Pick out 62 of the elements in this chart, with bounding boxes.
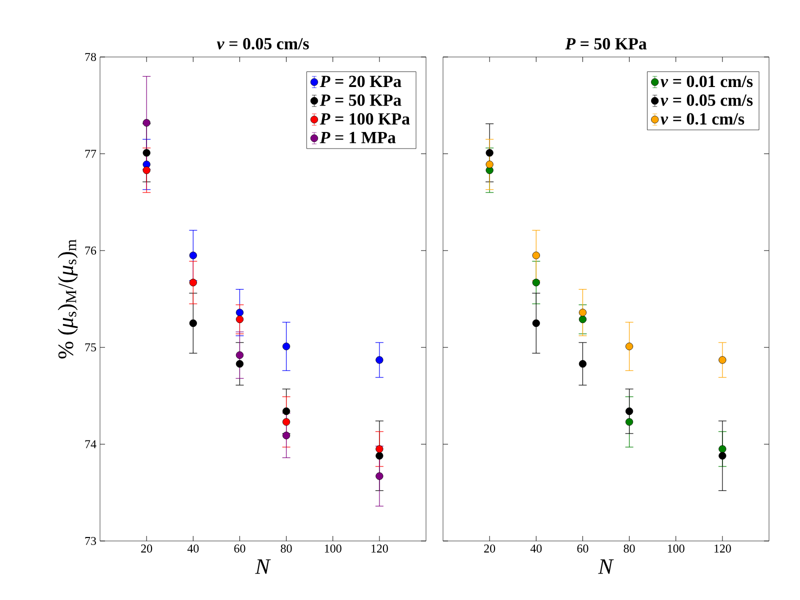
- legend-label: v = 0.05 cm/s: [660, 94, 753, 106]
- point: [282, 432, 290, 440]
- point: [578, 316, 587, 324]
- point: [625, 418, 634, 426]
- legend-label: P = 100 KPa: [320, 113, 410, 125]
- x-axis-title: N: [598, 559, 614, 574]
- point: [142, 119, 150, 127]
- y-tick-label: 73: [85, 536, 96, 545]
- x-tick-label: 120: [372, 544, 388, 553]
- y-tick-label: 77: [85, 150, 96, 158]
- point: [376, 472, 384, 480]
- x-tick-label: 120: [714, 544, 731, 553]
- point: [189, 252, 197, 260]
- x-tick-label: 80: [624, 544, 635, 553]
- point: [718, 356, 726, 364]
- x-tick-label: 20: [141, 544, 152, 553]
- text: % (μ$_{s}$)$_{M}$/(μ$_{s}$)$_{m}$: [58, 239, 78, 359]
- y-tick-label: 78: [85, 52, 96, 62]
- x-axis-title: N: [255, 559, 271, 574]
- legend-label: v = 0.01 cm/s: [660, 76, 753, 88]
- x-tick-label: 80: [280, 544, 292, 553]
- point: [189, 319, 197, 327]
- x-tick-label: 60: [577, 544, 588, 553]
- point: [282, 407, 290, 416]
- chart-title: v = 0.05 cm/s: [216, 38, 309, 50]
- point: [282, 342, 290, 350]
- point: [486, 149, 494, 157]
- point: [532, 319, 540, 327]
- point: [236, 360, 244, 368]
- y-tick-label: 74: [85, 440, 96, 448]
- point: [532, 252, 540, 260]
- point: [625, 342, 634, 350]
- point: [625, 407, 634, 416]
- x-tick-label: 60: [234, 544, 246, 553]
- y-tick-label: 76: [85, 246, 96, 255]
- point: [376, 445, 384, 453]
- point: [376, 356, 384, 364]
- point: [578, 360, 587, 368]
- point: [376, 452, 384, 460]
- point: [189, 278, 197, 286]
- chart-title: P = 50 KPa: [565, 38, 647, 50]
- point: [578, 308, 587, 316]
- x-tick-label: 40: [187, 544, 199, 553]
- x-tick-label: 100: [668, 544, 684, 553]
- point: [236, 308, 244, 316]
- x-tick-label: 40: [530, 544, 542, 553]
- legend-label: P = 20 KPa: [320, 76, 402, 88]
- y-tick-label: 75: [85, 343, 96, 352]
- point: [236, 351, 244, 359]
- point: [142, 149, 150, 157]
- point: [236, 316, 244, 324]
- point: [718, 445, 726, 453]
- x-tick-label: 20: [484, 544, 496, 553]
- x-tick-label: 100: [324, 544, 342, 553]
- legend-label: P = 1 MPa: [320, 132, 396, 144]
- point: [718, 452, 726, 460]
- point: [282, 418, 290, 426]
- point: [532, 278, 540, 286]
- point: [486, 160, 494, 168]
- legend-label: v = 0.1 cm/s: [660, 113, 744, 125]
- point: [142, 166, 150, 174]
- legend-label: P = 50 KPa: [320, 94, 402, 106]
